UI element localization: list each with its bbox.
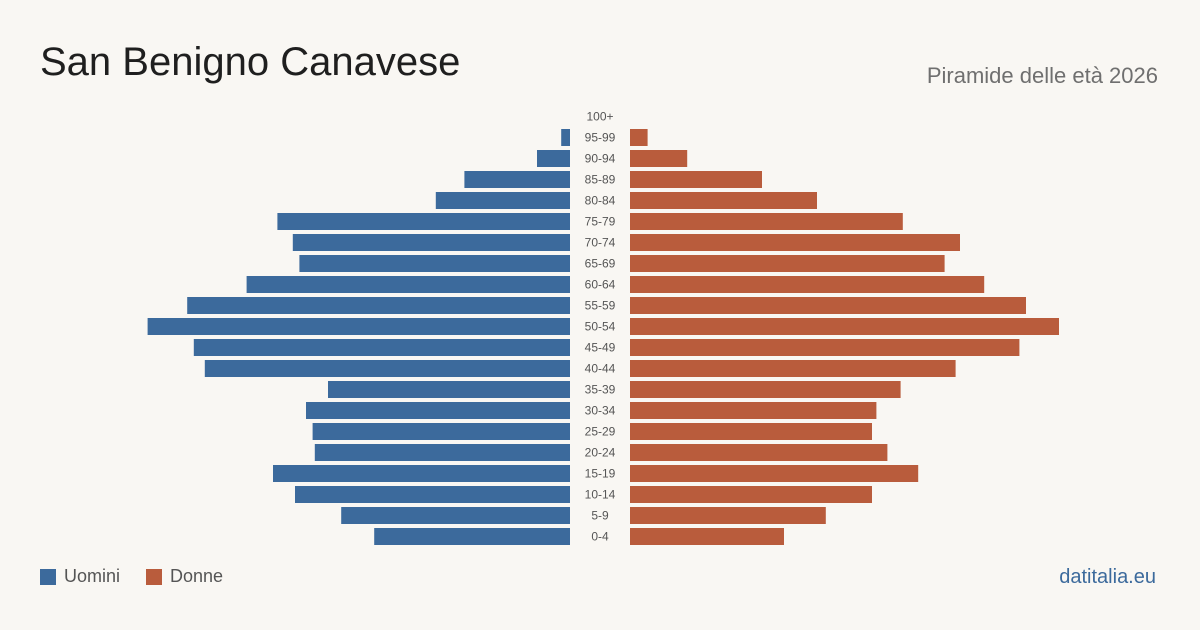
bar-men-40-44 — [204, 360, 571, 377]
age-group-label: 90-94 — [585, 152, 616, 166]
age-group-label: 50-54 — [585, 320, 616, 334]
bar-men-45-49 — [193, 339, 571, 356]
bar-women-35-39 — [630, 381, 901, 398]
bar-men-5-9 — [341, 507, 570, 524]
legend-label-women: Donne — [170, 566, 224, 586]
legend-item-men: Uomini — [40, 566, 120, 587]
bar-women-50-54 — [630, 318, 1059, 335]
bar-men-85-89 — [464, 171, 570, 188]
age-group-label: 100+ — [586, 110, 613, 124]
age-group-label: 10-14 — [585, 488, 616, 502]
bar-men-15-19 — [273, 465, 570, 482]
bar-men-60-64 — [246, 276, 570, 293]
bar-women-0-4 — [630, 528, 784, 545]
bar-women-5-9 — [630, 507, 826, 524]
bar-men-75-79 — [277, 213, 570, 230]
bar-women-80-84 — [630, 192, 817, 209]
bar-women-40-44 — [630, 360, 956, 377]
bar-women-65-69 — [630, 255, 945, 272]
bar-women-85-89 — [630, 171, 762, 188]
age-group-label: 40-44 — [585, 362, 616, 376]
age-group-label: 35-39 — [585, 383, 616, 397]
bar-men-55-59 — [187, 297, 570, 314]
legend: Uomini Donne — [40, 566, 249, 587]
age-group-label: 65-69 — [585, 257, 616, 271]
bar-women-20-24 — [630, 444, 888, 461]
bar-women-45-49 — [630, 339, 1020, 356]
bar-women-70-74 — [630, 234, 960, 251]
brand-link[interactable]: datitalia.eu — [1059, 566, 1156, 588]
bar-women-60-64 — [630, 276, 985, 293]
age-group-label: 30-34 — [585, 404, 616, 418]
age-group-label: 15-19 — [585, 467, 616, 481]
age-group-label: 0-4 — [591, 530, 609, 544]
bar-men-90-94 — [537, 150, 570, 167]
age-group-label: 60-64 — [585, 278, 616, 292]
bar-men-70-74 — [292, 234, 570, 251]
bar-men-95-99 — [561, 129, 570, 146]
bar-men-30-34 — [306, 402, 570, 419]
bar-men-25-29 — [312, 423, 570, 440]
legend-swatch-women — [146, 568, 163, 585]
age-group-label: 45-49 — [585, 341, 616, 355]
bar-men-10-14 — [295, 486, 570, 503]
age-group-label: 5-9 — [591, 509, 609, 523]
bar-men-65-69 — [299, 255, 570, 272]
age-group-label: 95-99 — [585, 131, 616, 145]
age-group-label: 25-29 — [585, 425, 616, 439]
age-group-label: 70-74 — [585, 236, 616, 250]
chart-subtitle: Piramide delle età 2026 — [926, 63, 1158, 88]
bar-men-80-84 — [435, 192, 570, 209]
bar-women-75-79 — [630, 213, 903, 230]
bar-men-35-39 — [328, 381, 570, 398]
age-group-label: 55-59 — [585, 299, 616, 313]
bar-women-90-94 — [630, 150, 688, 167]
bar-women-95-99 — [630, 129, 648, 146]
bar-women-10-14 — [630, 486, 872, 503]
age-group-label: 80-84 — [585, 194, 616, 208]
legend-swatch-men — [40, 568, 56, 585]
bar-men-20-24 — [314, 444, 570, 461]
bar-women-25-29 — [630, 423, 872, 440]
bar-women-30-34 — [630, 402, 877, 419]
bar-men-50-54 — [147, 318, 570, 335]
bar-men-0-4 — [374, 528, 570, 545]
bar-women-55-59 — [630, 297, 1026, 314]
age-group-label: 85-89 — [585, 173, 616, 187]
bar-women-15-19 — [630, 465, 919, 482]
legend-label-men: Uomini — [64, 566, 121, 586]
age-group-label: 20-24 — [585, 446, 616, 460]
age-group-label: 75-79 — [585, 215, 616, 229]
page-title: San Benigno Canavese — [40, 40, 461, 84]
legend-item-women: Donne — [146, 566, 223, 587]
